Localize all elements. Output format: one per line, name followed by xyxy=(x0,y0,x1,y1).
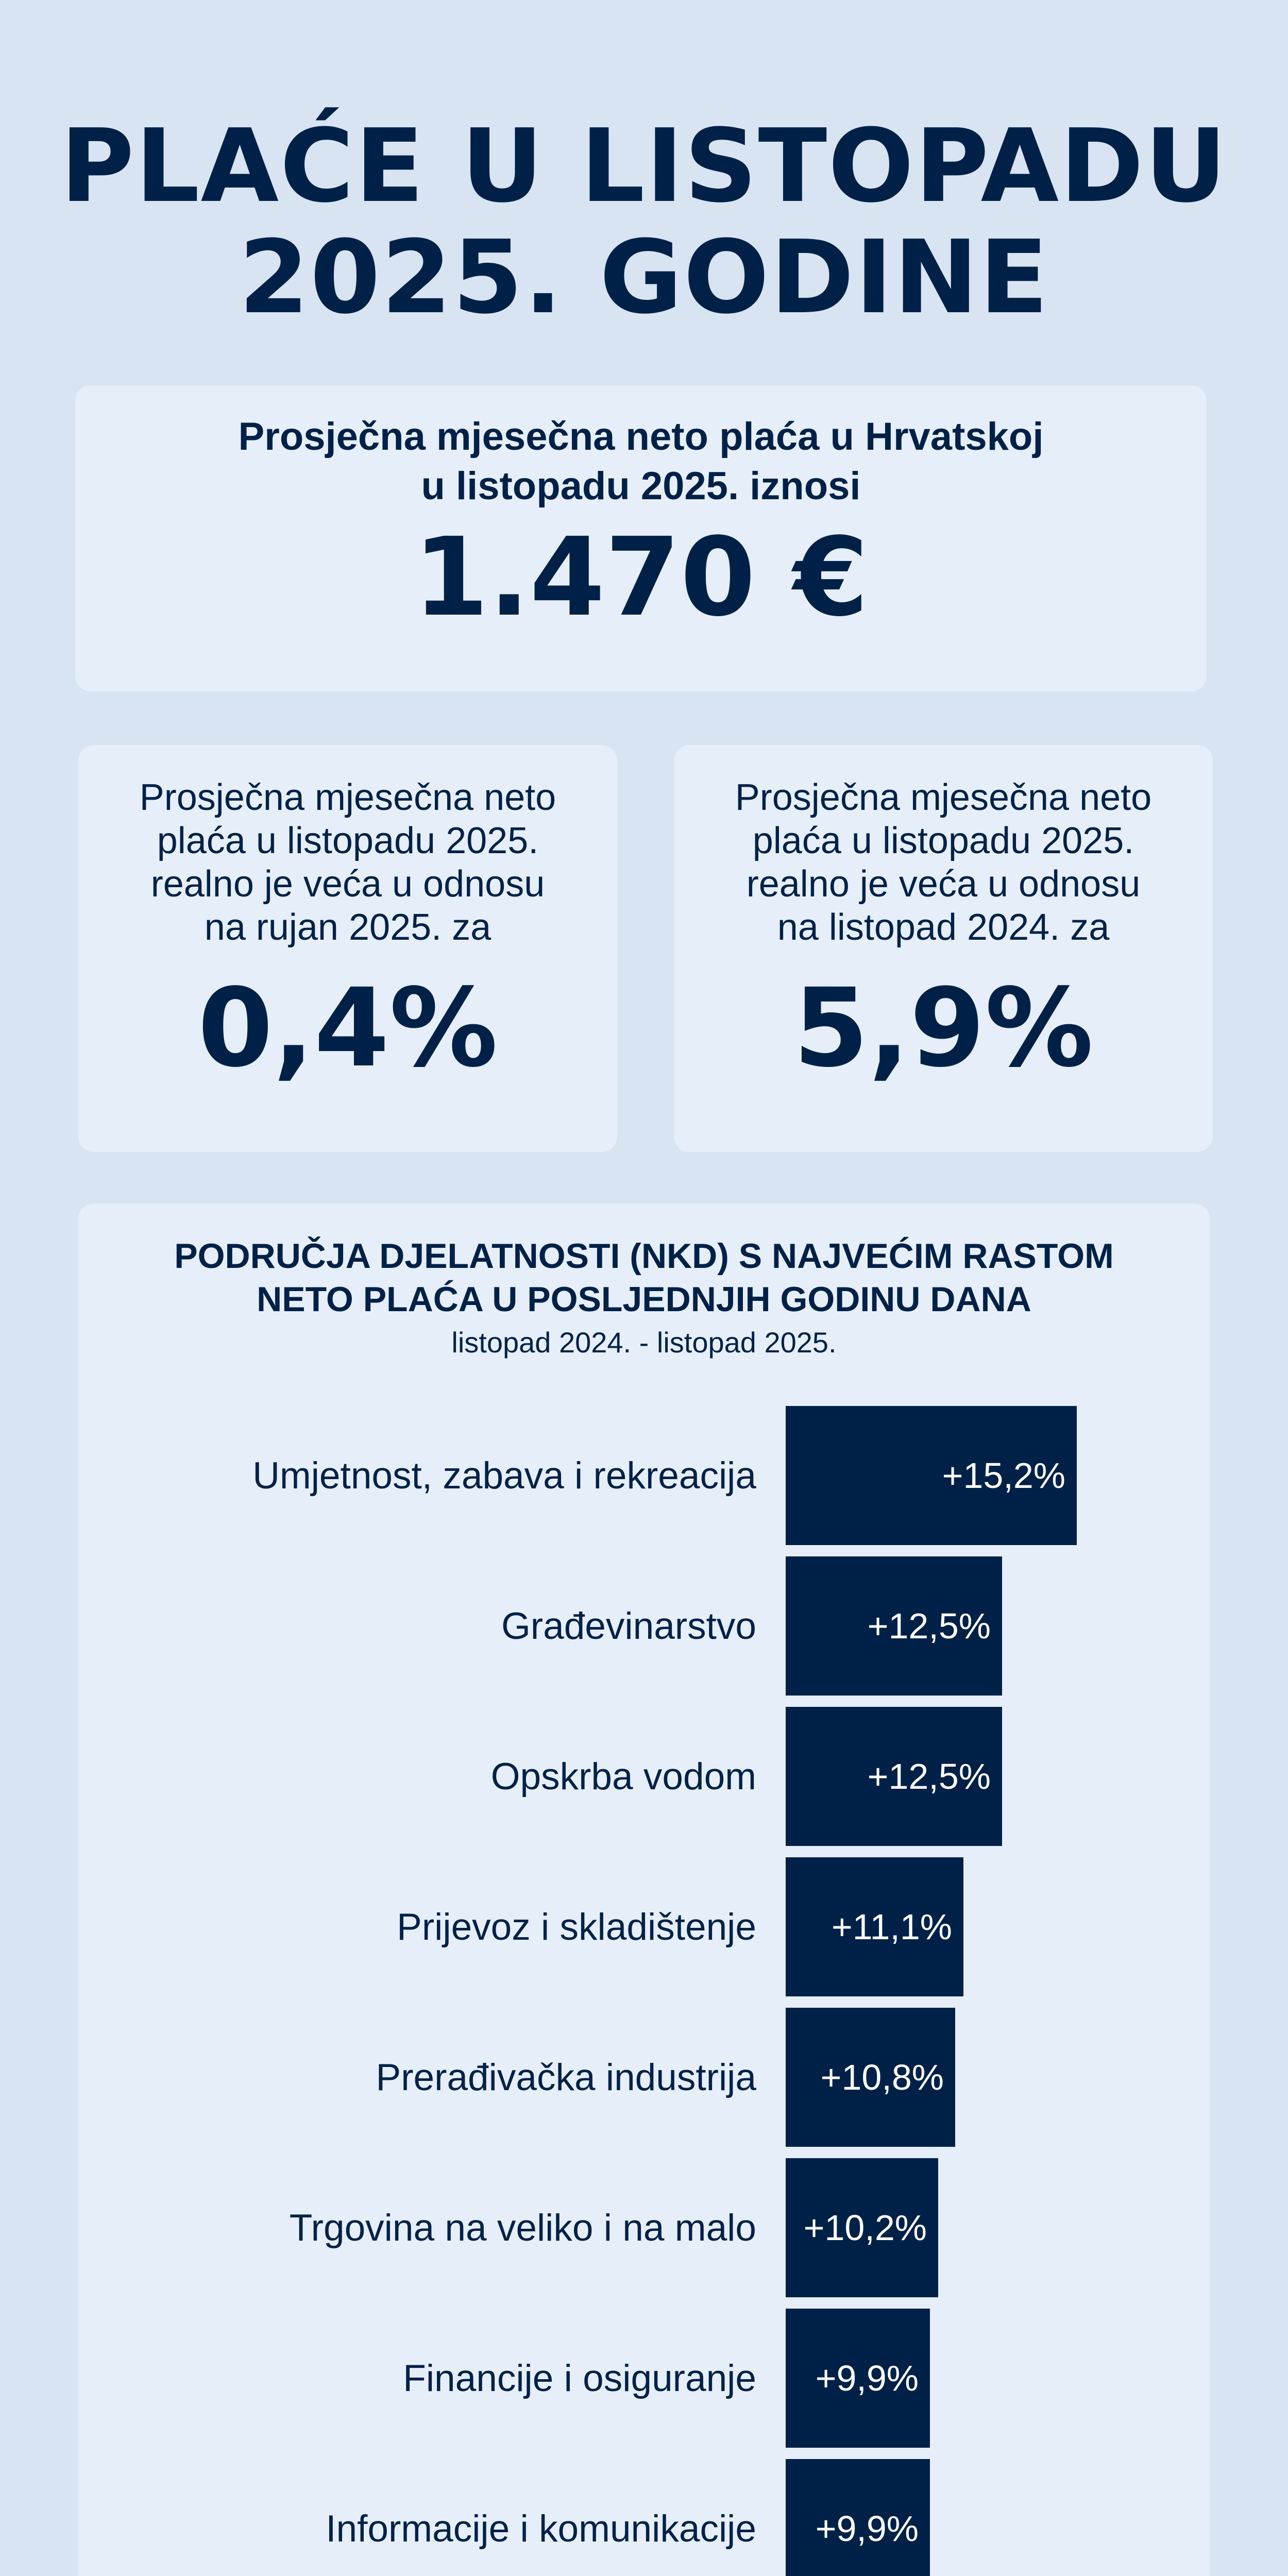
bar: +10,8% xyxy=(786,2008,955,2147)
bar-value-label: +10,8% xyxy=(820,2057,944,2097)
bar-value-label: +11,1% xyxy=(831,1907,952,1947)
bar-value-label: +9,9% xyxy=(815,2358,919,2398)
bar-row: Opskrba vodom +12,5% xyxy=(78,1707,1210,1846)
description-line: Prosječna mjesečna neto xyxy=(735,777,1152,818)
bar-row: Prijevoz i skladištenje +11,1% xyxy=(78,1857,1210,1996)
description-line: na rujan 2025. za xyxy=(204,907,492,948)
description-line: realno je veća u odnosu xyxy=(150,863,545,905)
bar-row: Prerađivačka industrija +10,8% xyxy=(78,2008,1210,2147)
chart-title-line1: PODRUČJA DJELATNOSTI (NKD) S NAJVEĆIM RA… xyxy=(174,1236,1114,1276)
bar: +12,5% xyxy=(786,1707,1002,1846)
description-line: plaća u listopadu 2025. xyxy=(157,820,539,861)
bar-category-label: Financije i osiguranje xyxy=(403,2357,756,2399)
bar-row: Informacije i komunikacije +9,9% xyxy=(78,2459,1210,2576)
bar-category-label: Prerađivačka industrija xyxy=(376,2056,756,2098)
page-title-line2: 2025. GODINE xyxy=(239,219,1049,336)
bar: +15,2% xyxy=(786,1406,1077,1545)
average-salary-description: Prosječna mjesečna neto plaća u Hrvatsko… xyxy=(75,412,1207,511)
bar: +9,9% xyxy=(786,2309,930,2448)
chart-title-line2: NETO PLAĆA U POSLJEDNJIH GODINU DANA xyxy=(257,1280,1031,1319)
average-salary-description-line1: Prosječna mjesečna neto plaća u Hrvatsko… xyxy=(238,415,1044,459)
chart-title: PODRUČJA DJELATNOSTI (NKD) S NAJVEĆIM RA… xyxy=(78,1234,1210,1321)
sector-growth-chart: PODRUČJA DJELATNOSTI (NKD) S NAJVEĆIM RA… xyxy=(78,1204,1210,2576)
bar-category-label: Umjetnost, zabava i rekreacija xyxy=(252,1454,756,1497)
bar: +11,1% xyxy=(786,1857,963,1996)
yearly-growth-value: 5,9% xyxy=(793,965,1094,1091)
bar-row: Financije i osiguranje +9,9% xyxy=(78,2309,1210,2448)
monthly-growth-card: Prosječna mjesečna neto plaća u listopad… xyxy=(78,745,617,1152)
chart-subtitle: listopad 2024. - listopad 2025. xyxy=(451,1326,837,1359)
yearly-growth-description: Prosječna mjesečna neto plaća u listopad… xyxy=(684,776,1202,949)
description-line: na listopad 2024. za xyxy=(777,907,1110,948)
description-line: Prosječna mjesečna neto xyxy=(139,777,556,818)
bar-value-label: +10,2% xyxy=(803,2208,927,2248)
bar-value-label: +12,5% xyxy=(867,1756,991,1797)
description-line: realno je veća u odnosu xyxy=(746,863,1141,905)
bar-row: Građevinarstvo +12,5% xyxy=(78,1556,1210,1696)
bar-category-label: Informacije i komunikacije xyxy=(326,2507,756,2550)
average-salary-description-line2: u listopadu 2025. iznosi xyxy=(421,464,861,508)
bar-category-label: Trgovina na veliko i na malo xyxy=(289,2207,756,2249)
bar-value-label: +9,9% xyxy=(815,2509,919,2549)
bar-category-label: Opskrba vodom xyxy=(490,1755,756,1798)
bar-row: Trgovina na veliko i na malo +10,2% xyxy=(78,2158,1210,2297)
yearly-growth-card: Prosječna mjesečna neto plaća u listopad… xyxy=(674,745,1213,1152)
monthly-growth-value: 0,4% xyxy=(197,965,498,1091)
bar-row: Umjetnost, zabava i rekreacija +15,2% xyxy=(78,1406,1210,1545)
bar: +9,9% xyxy=(786,2459,930,2576)
monthly-growth-description: Prosječna mjesečna neto plaća u listopad… xyxy=(89,776,607,949)
page-title: PLAĆE U LISTOPADU 2025. GODINE xyxy=(0,111,1288,333)
bar: +12,5% xyxy=(786,1556,1002,1696)
bar-value-label: +15,2% xyxy=(942,1455,1065,1496)
description-line: plaća u listopadu 2025. xyxy=(752,820,1134,861)
page-title-line1: PLAĆE U LISTOPADU xyxy=(60,108,1228,225)
average-salary-card: Prosječna mjesečna neto plaća u Hrvatsko… xyxy=(75,385,1207,691)
bar-category-label: Prijevoz i skladištenje xyxy=(397,1906,756,1948)
bar-category-label: Građevinarstvo xyxy=(501,1605,756,1647)
bar-value-label: +12,5% xyxy=(867,1606,991,1646)
bar: +10,2% xyxy=(786,2158,938,2297)
average-salary-value: 1.470 € xyxy=(413,514,869,640)
